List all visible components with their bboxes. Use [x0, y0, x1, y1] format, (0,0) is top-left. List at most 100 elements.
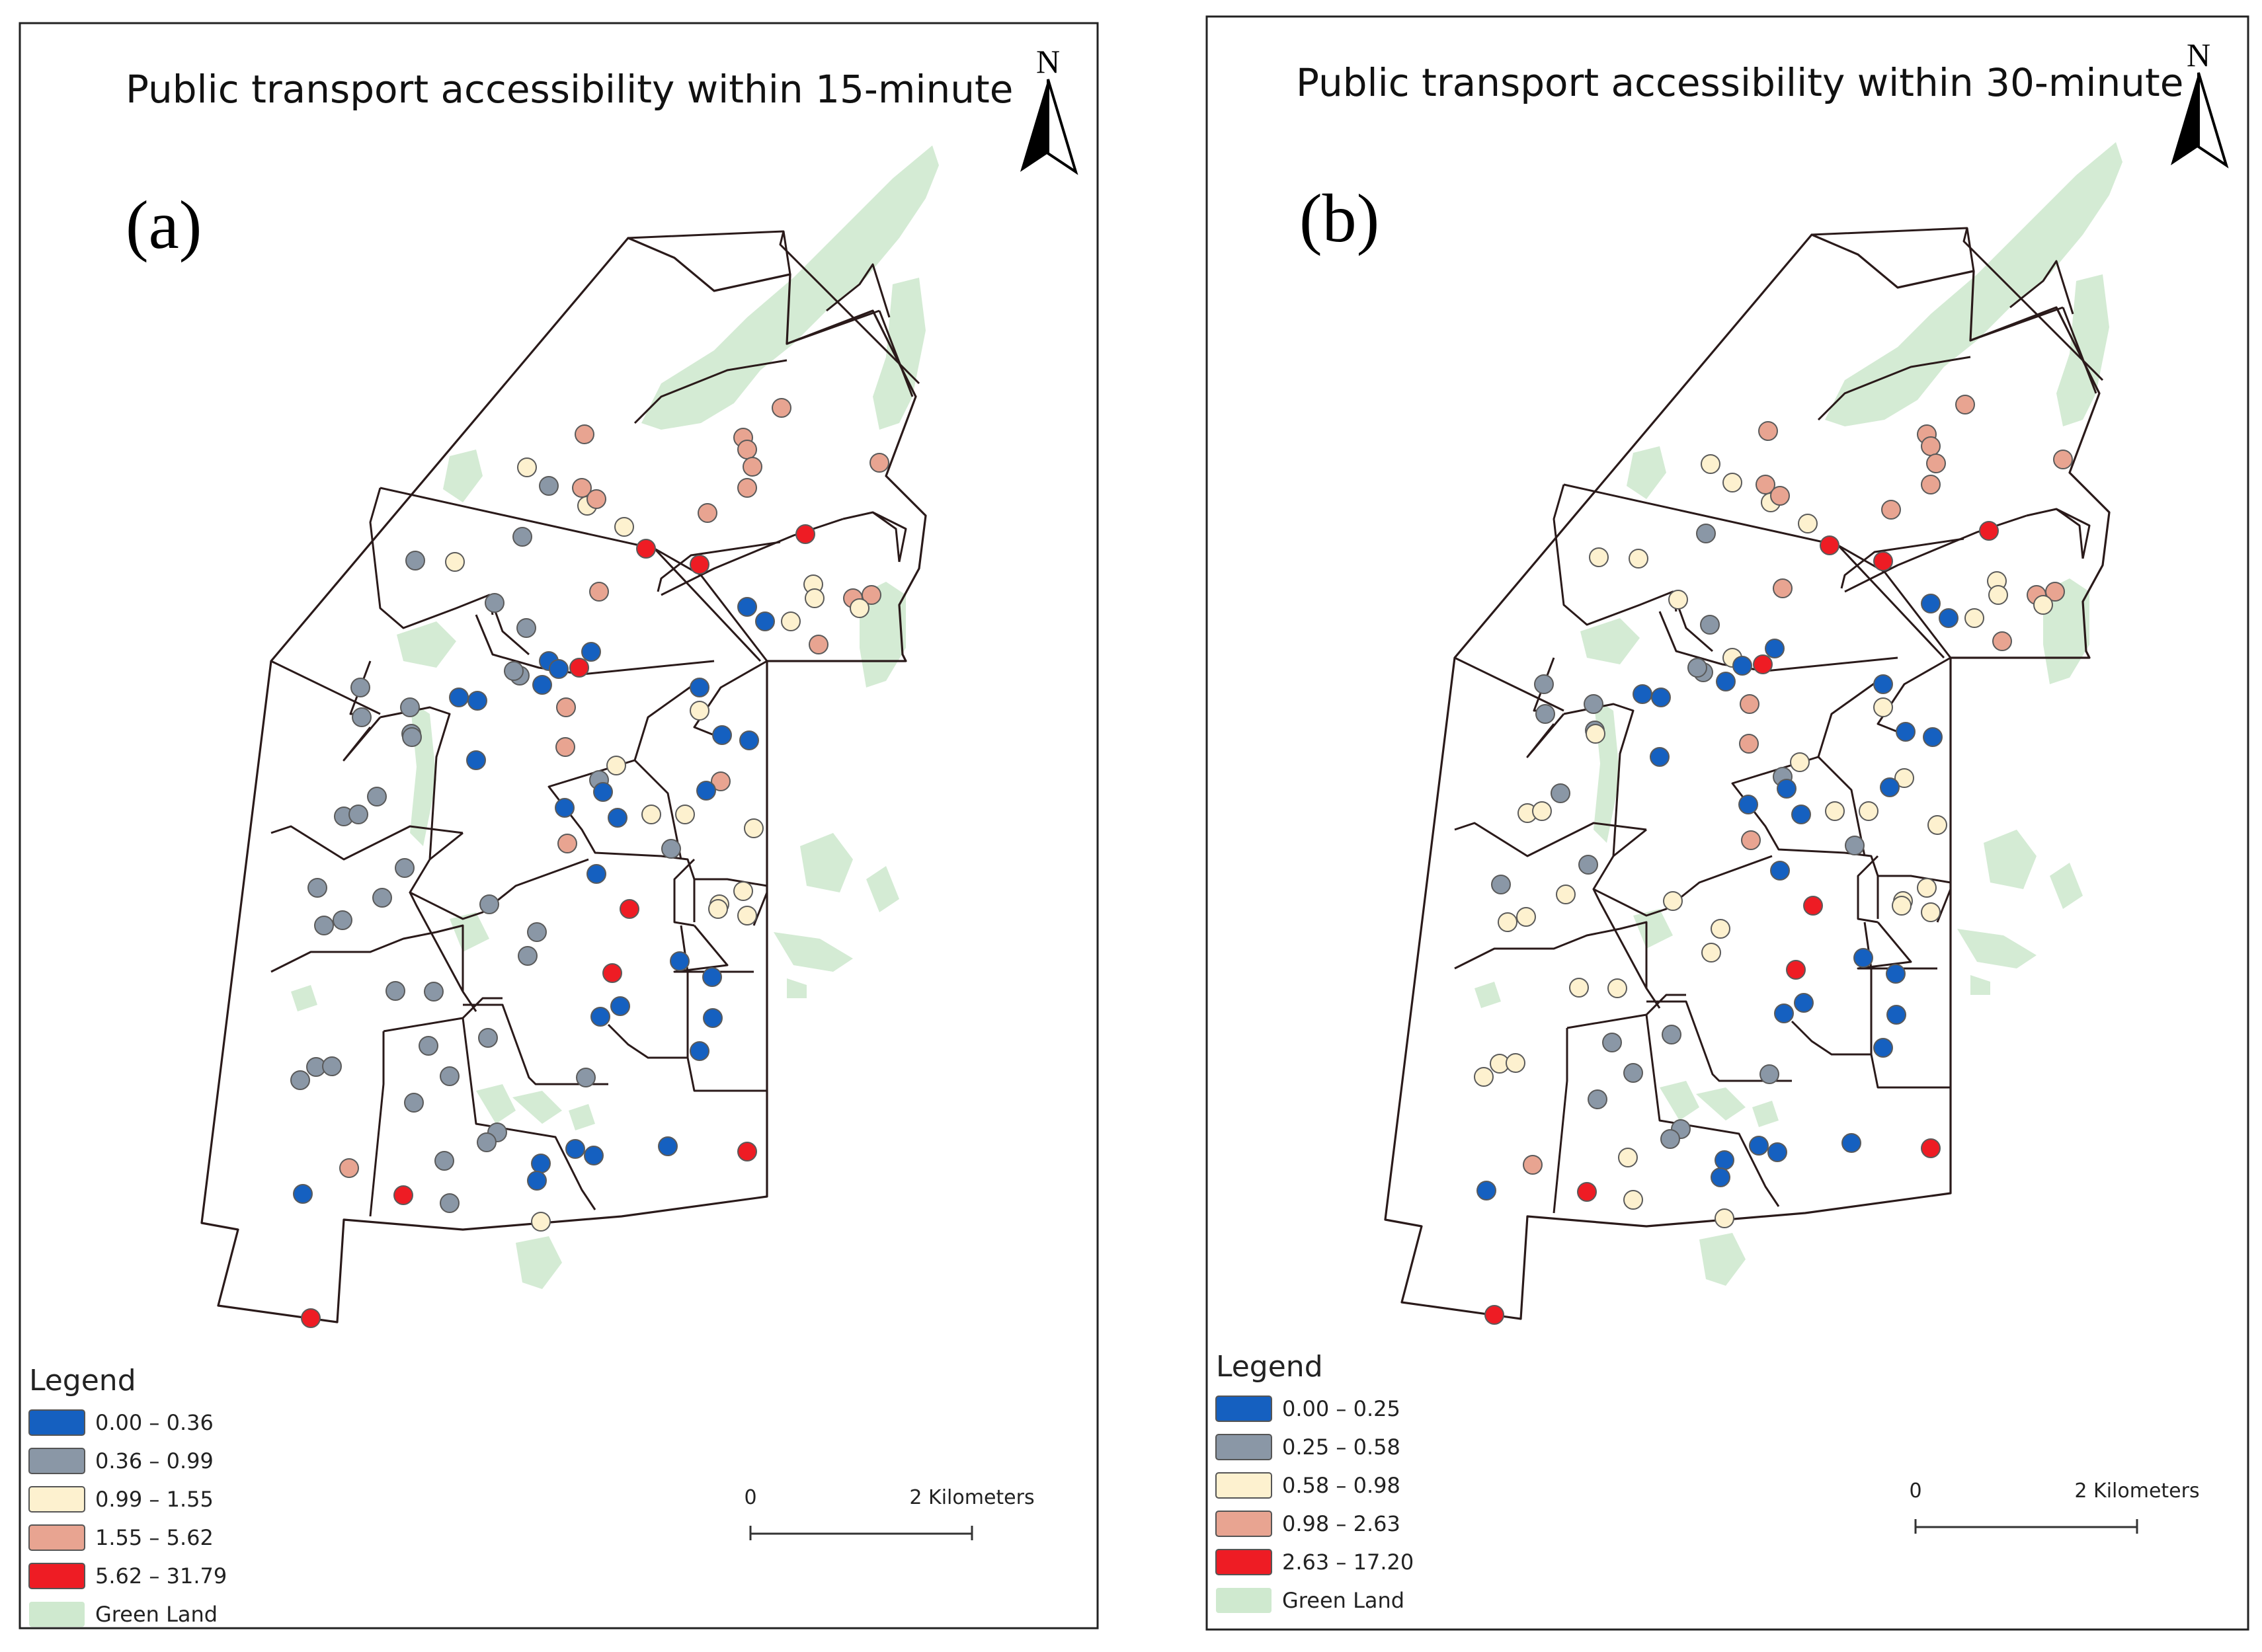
station-point [586, 489, 606, 509]
station-point [711, 771, 731, 791]
station-point [1651, 688, 1671, 707]
station-point [620, 899, 639, 919]
station-point [1773, 578, 1793, 598]
panel-label: (a) [126, 187, 202, 263]
station-point [1663, 891, 1683, 911]
legend-title: Legend [1216, 1350, 1323, 1384]
subdistrict-boundary [1566, 994, 1686, 1029]
station-point [1650, 747, 1670, 767]
station-point [1873, 674, 1893, 694]
station-point [1988, 585, 2008, 605]
station-point [1753, 654, 1773, 674]
station-point [350, 678, 370, 697]
station-point [1964, 608, 1984, 628]
subdistrict-boundary [1840, 537, 1964, 589]
green-land-area [1752, 1101, 1779, 1127]
station-point [1881, 500, 1901, 520]
green-land-area [569, 1104, 595, 1130]
station-point [743, 457, 762, 477]
station-point [516, 618, 536, 638]
station-point [1535, 704, 1555, 724]
station-point [2045, 582, 2065, 602]
station-point [575, 424, 594, 444]
legend-swatch [28, 1524, 85, 1551]
subdistrict-boundary [462, 1017, 596, 1210]
subdistrict-boundary [1592, 828, 1773, 917]
legend: Legend 0.00 – 0.25 0.25 – 0.58 0.58 – 0.98 0… [1215, 1350, 1414, 1613]
subdistrict-boundary [2026, 508, 2091, 559]
station-point [517, 457, 537, 477]
subdistrict-boundary [409, 832, 589, 920]
subdistrict-boundary [673, 925, 729, 973]
station-point [1607, 978, 1627, 998]
station-point [1700, 615, 1720, 635]
legend-class-label: 0.99 – 1.55 [95, 1487, 214, 1512]
map-title: Public transport accessibility within 30… [1296, 60, 2183, 105]
station-point [1803, 896, 1823, 916]
subdistrict-boundary [654, 547, 768, 662]
station-point [1770, 486, 1790, 506]
green-land-area [1627, 446, 1666, 499]
station-point [576, 1068, 596, 1087]
legend: Legend 0.00 – 0.36 0.36 – 0.99 0.99 – 1.55 1… [28, 1364, 227, 1627]
station-point [1921, 1138, 1941, 1158]
station-point [690, 701, 709, 721]
subdistrict-boundary [1645, 1014, 1780, 1207]
subdistrict-boundary [270, 825, 464, 861]
station-point [1506, 1053, 1525, 1073]
station-point [1534, 674, 1554, 694]
station-point [348, 805, 368, 824]
station-point [641, 805, 661, 824]
station-point [737, 478, 757, 498]
station-point [1880, 777, 1900, 797]
north-label: N [1036, 43, 1060, 80]
green-land-area [443, 450, 483, 502]
map-panel-a: Public transport accessibility within 15… [19, 22, 1099, 1630]
station-point [1660, 1129, 1680, 1149]
subdistrict-boundary [1970, 306, 2064, 342]
legend-green-label: Green Land [1282, 1588, 1404, 1613]
station-point [352, 707, 372, 727]
legend-green-label: Green Land [95, 1602, 218, 1627]
station-point [658, 1136, 678, 1156]
station-point [1921, 902, 1941, 922]
subdistrict-boundary [2009, 260, 2074, 315]
north-arrow-icon [2171, 72, 2229, 169]
station-point [1588, 1089, 1607, 1109]
station-point [1498, 912, 1517, 932]
station-point [1551, 783, 1570, 803]
station-point [1767, 1142, 1787, 1162]
green-land-area [2050, 863, 2083, 909]
station-point [581, 642, 601, 662]
station-point [1774, 1003, 1794, 1023]
subdistrict-boundary [1658, 611, 1898, 672]
station-point [702, 967, 722, 987]
station-point [1886, 964, 1906, 984]
green-land-area [397, 621, 456, 668]
legend-class-label: 0.00 – 0.25 [1282, 1396, 1400, 1421]
station-point [1715, 1208, 1734, 1228]
green-land-area [450, 912, 489, 952]
subdistrict-boundary [547, 683, 696, 922]
station-point [572, 478, 592, 498]
station-point [1979, 521, 1999, 541]
subdistrict-boundary [661, 518, 844, 596]
subdistrict-boundary [1454, 656, 1564, 712]
station-point [485, 593, 505, 613]
station-point [322, 1056, 342, 1076]
green-land-area [787, 978, 807, 998]
station-point [850, 598, 869, 618]
green-land-area [516, 1236, 562, 1289]
station-point [1955, 395, 1975, 414]
station-point [1798, 514, 1818, 533]
legend-swatch [28, 1563, 85, 1589]
station-point [737, 906, 757, 925]
station-point [1917, 878, 1937, 898]
station-point [1668, 590, 1688, 610]
north-label: N [2187, 36, 2210, 73]
green-land-area [1970, 975, 1990, 995]
green-land-area [291, 985, 317, 1011]
station-point [569, 658, 589, 678]
green-land-area [1699, 1233, 1746, 1286]
station-point [1845, 836, 1865, 855]
